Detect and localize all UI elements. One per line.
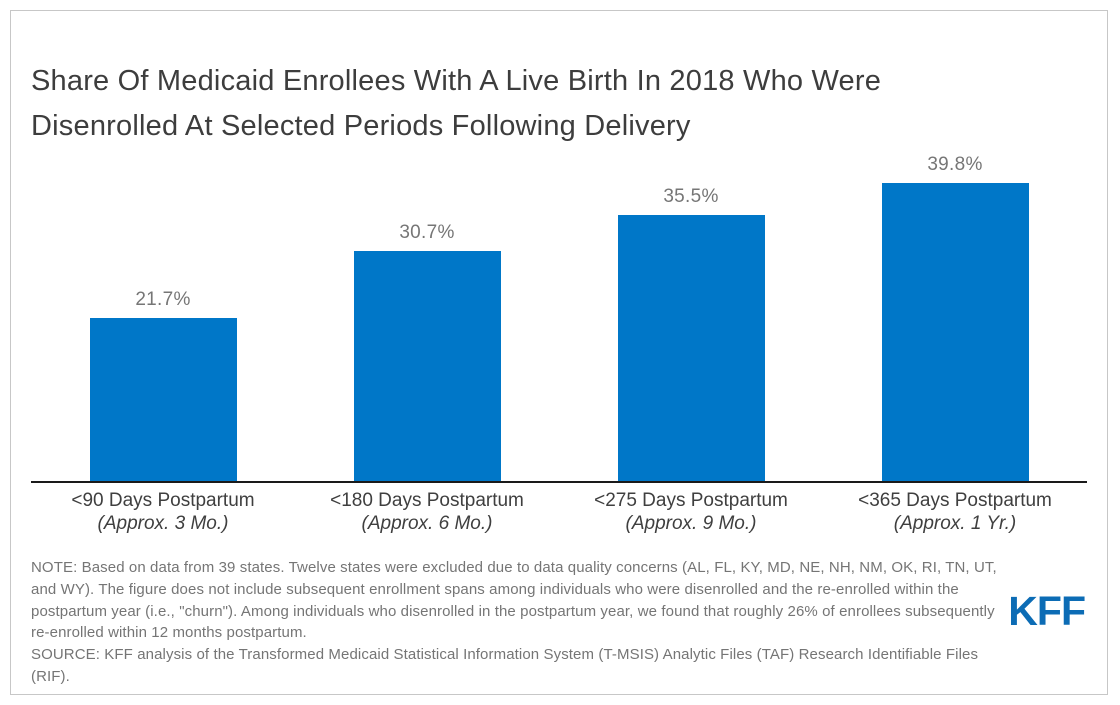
bars-row: 21.7% 30.7% 35.5% 39.8% — [31, 149, 1087, 481]
bar-value-label: 21.7% — [135, 289, 191, 311]
x-axis-labels-row: <90 Days Postpartum (Approx. 3 Mo.) <180 D… — [31, 489, 1087, 535]
bar-value-label: 30.7% — [399, 221, 455, 243]
category-label: <180 Days Postpartum — [330, 490, 524, 511]
notes-block: NOTE: Based on data from 39 states. Twel… — [31, 557, 1003, 688]
bar — [881, 182, 1029, 481]
x-axis-line — [31, 481, 1087, 483]
category-sublabel: (Approx. 1 Yr.) — [893, 513, 1017, 534]
x-axis-label-4: <365 Days Postpartum (Approx. 1 Yr.) — [823, 489, 1087, 535]
bar-column-2: 30.7% — [295, 149, 559, 481]
category-sublabel: (Approx. 6 Mo.) — [361, 513, 493, 534]
bar-column-4: 39.8% — [823, 149, 1087, 481]
source-text: SOURCE: KFF analysis of the Transformed … — [31, 646, 979, 685]
bar-column-1: 21.7% — [31, 149, 295, 481]
bar-column-3: 35.5% — [559, 149, 823, 481]
bar — [89, 318, 237, 481]
category-label: <365 Days Postpartum — [858, 490, 1052, 511]
plot-area: 21.7% 30.7% 35.5% 39.8% <90 Days Postpartum… — [31, 149, 1087, 535]
category-label: <90 Days Postpartum — [71, 490, 255, 511]
x-axis-label-2: <180 Days Postpartum (Approx. 6 Mo.) — [295, 489, 559, 535]
footer: NOTE: Based on data from 39 states. Twel… — [31, 557, 1087, 688]
chart-frame: Share Of Medicaid Enrollees With A Live … — [10, 10, 1108, 695]
category-label: <275 Days Postpartum — [594, 490, 788, 511]
chart-title: Share Of Medicaid Enrollees With A Live … — [31, 65, 882, 142]
bar — [617, 214, 765, 481]
note-text: NOTE: Based on data from 39 states. Twel… — [31, 559, 997, 642]
category-sublabel: (Approx. 3 Mo.) — [97, 513, 229, 534]
bar-value-label: 35.5% — [663, 185, 719, 207]
x-axis-label-3: <275 Days Postpartum (Approx. 9 Mo.) — [559, 489, 823, 535]
bar — [353, 250, 501, 481]
kff-logo: KFF — [1008, 588, 1086, 634]
category-sublabel: (Approx. 9 Mo.) — [625, 513, 757, 534]
bar-value-label: 39.8% — [927, 153, 983, 175]
x-axis-label-1: <90 Days Postpartum (Approx. 3 Mo.) — [31, 489, 295, 535]
